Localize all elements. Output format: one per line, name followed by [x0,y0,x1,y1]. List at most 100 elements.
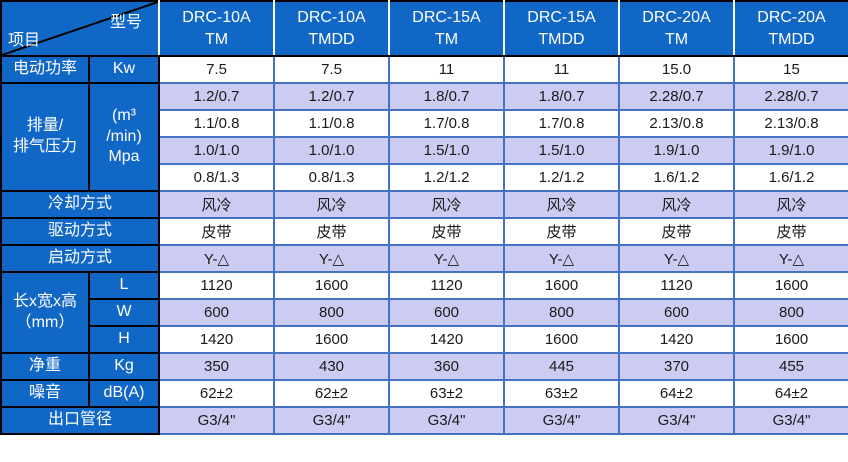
row-label-start-method: 启动方式 [0,244,160,273]
row-label-line: 净重 [28,357,61,375]
value-cell: 1.5/1.0 [503,136,620,165]
value-cell: 63±2 [388,379,505,408]
column-variant-name: TM [204,30,229,48]
value-cell: 1420 [618,325,735,354]
column-variant-name: TMDD [538,30,585,48]
value-cell: 1.1/0.8 [273,109,390,138]
value-cell: Y-△ [733,244,848,273]
table-body: 电动功率 Kw 7.5 7.5 11 11 15.0 15 排量/排气压力 (m³/min) Mpa… [0,55,848,435]
unit-line: L [119,276,129,294]
value-cell: 2.28/0.7 [618,82,735,111]
table-row: 长x宽x高 （mm） L 1120 1600 1120 1600 1120 1600 [0,271,848,354]
table-row: 噪音 dB(A) 62±2 62±2 63±2 63±2 64±2 64±2 [0,379,848,408]
value-cell: G3/4" [503,406,620,435]
table-row: 排量/排气压力 (m³/min) Mpa 1.2/0.7 1.2/0.7 1.8/0.7 1… [0,82,848,192]
value-cell: 1.9/1.0 [618,136,735,165]
unit-line: dB(A) [103,384,145,402]
value-cell: 445 [503,352,620,381]
value-cell: 15 [733,55,848,84]
unit-line: /min) [106,127,142,145]
value-cell: 600 [158,298,275,327]
row-label-line: 驱动方式 [47,222,112,240]
row-label-line: 排量/ [26,117,64,135]
row-label-net-weight: 净重 [0,352,90,381]
column-model-name: DRC-10A [182,8,251,26]
value-cell: 64±2 [618,379,735,408]
value-cell: Y-△ [158,244,275,273]
value-cell: 皮带 [388,217,505,246]
value-cell: 1.7/0.8 [503,109,620,138]
unit-dimensions: H [88,325,160,354]
row-label-cooling-method: 冷却方式 [0,190,160,219]
row-label-line: 出口管径 [47,411,112,429]
column-header-drc-15a-tmdd: DRC-15A TMDD [503,0,620,57]
value-cell: 1.0/1.0 [158,136,275,165]
value-cell: 1.5/1.0 [388,136,505,165]
corner-model-label: 型号 [109,14,142,31]
value-cell: 1600 [503,271,620,300]
spec-table: 型号 项目 DRC-10A TM DRC-10A TMDD DRC-15A TM DRC-15A… [0,0,848,435]
unit-line: (m³ [112,106,136,124]
value-cell: 800 [503,298,620,327]
table-row: 0.8/1.3 0.8/1.3 1.2/1.2 1.2/1.2 1.6/1.2 1.6/1… [1,163,848,192]
value-cell: 1.6/1.2 [733,163,848,192]
header-row: 型号 项目 DRC-10A TM DRC-10A TMDD DRC-15A TM DRC-15A… [0,0,848,57]
value-cell: 800 [733,298,848,327]
table-row: 出口管径 G3/4" G3/4" G3/4" G3/4" G3/4" G3/4" [0,406,848,435]
row-label-line: 噪音 [28,384,61,402]
value-cell: 1120 [618,271,735,300]
value-cell: 1.2/1.2 [503,163,620,192]
column-header-drc-20a-tm: DRC-20A TM [618,0,735,57]
value-cell: 1600 [273,325,390,354]
table-header: 型号 项目 DRC-10A TM DRC-10A TMDD DRC-15A TM DRC-15A… [0,0,848,57]
row-label-displacement-pressure: 排量/排气压力 [0,82,90,192]
value-cell: 1600 [733,271,848,300]
value-cell: 64±2 [733,379,848,408]
value-cell: 1.1/0.8 [158,109,275,138]
value-cell: 1.9/1.0 [733,136,848,165]
value-cell: 370 [618,352,735,381]
unit-motor-power: Kw [88,55,160,84]
value-cell: G3/4" [618,406,735,435]
unit-line: W [116,303,132,321]
row-label-line: 长x宽x高 [12,292,77,310]
column-header-drc-20a-tmdd: DRC-20A TMDD [733,0,848,57]
unit-noise: dB(A) [88,379,160,408]
column-variant-name: TMDD [308,30,355,48]
table-row: 电动功率 Kw 7.5 7.5 11 11 15.0 15 [0,55,848,84]
corner-item-label: 项目 [8,32,41,49]
table-row: H 1420 1600 1420 1600 1420 1600 [1,325,848,354]
value-cell: 1420 [158,325,275,354]
value-cell: 1.2/1.2 [388,163,505,192]
table-row: 驱动方式 皮带 皮带 皮带 皮带 皮带 皮带 [0,217,848,246]
column-model-name: DRC-10A [297,8,366,26]
unit-displacement-pressure: (m³/min) Mpa [88,82,160,192]
table-row: 净重 Kg 350 430 360 445 370 455 [0,352,848,381]
row-label-noise: 噪音 [0,379,90,408]
value-cell: 皮带 [158,217,275,246]
value-cell: 风冷 [618,190,735,219]
value-cell: 风冷 [503,190,620,219]
value-cell: 11 [388,55,505,84]
value-cell: 360 [388,352,505,381]
value-cell: 风冷 [733,190,848,219]
value-cell: 1.2/0.7 [273,82,390,111]
row-label-line: 电动功率 [12,60,77,78]
value-cell: 风冷 [158,190,275,219]
value-cell: 62±2 [273,379,390,408]
column-model-name: DRC-15A [527,8,596,26]
value-cell: Y-△ [388,244,505,273]
value-cell: 62±2 [158,379,275,408]
value-cell: 1.2/0.7 [158,82,275,111]
table-row: 1.1/0.8 1.1/0.8 1.7/0.8 1.7/0.8 2.13/0.8 2.13… [1,109,848,138]
column-header-drc-10a-tm: DRC-10A TM [158,0,275,57]
unit-line: H [118,330,130,348]
value-cell: 2.13/0.8 [733,109,848,138]
table-row: 冷却方式 风冷 风冷 风冷 风冷 风冷 风冷 [0,190,848,219]
value-cell: 0.8/1.3 [273,163,390,192]
value-cell: 15.0 [618,55,735,84]
column-header-drc-15a-tm: DRC-15A TM [388,0,505,57]
value-cell: 风冷 [388,190,505,219]
value-cell: Y-△ [503,244,620,273]
value-cell: 1.8/0.7 [503,82,620,111]
